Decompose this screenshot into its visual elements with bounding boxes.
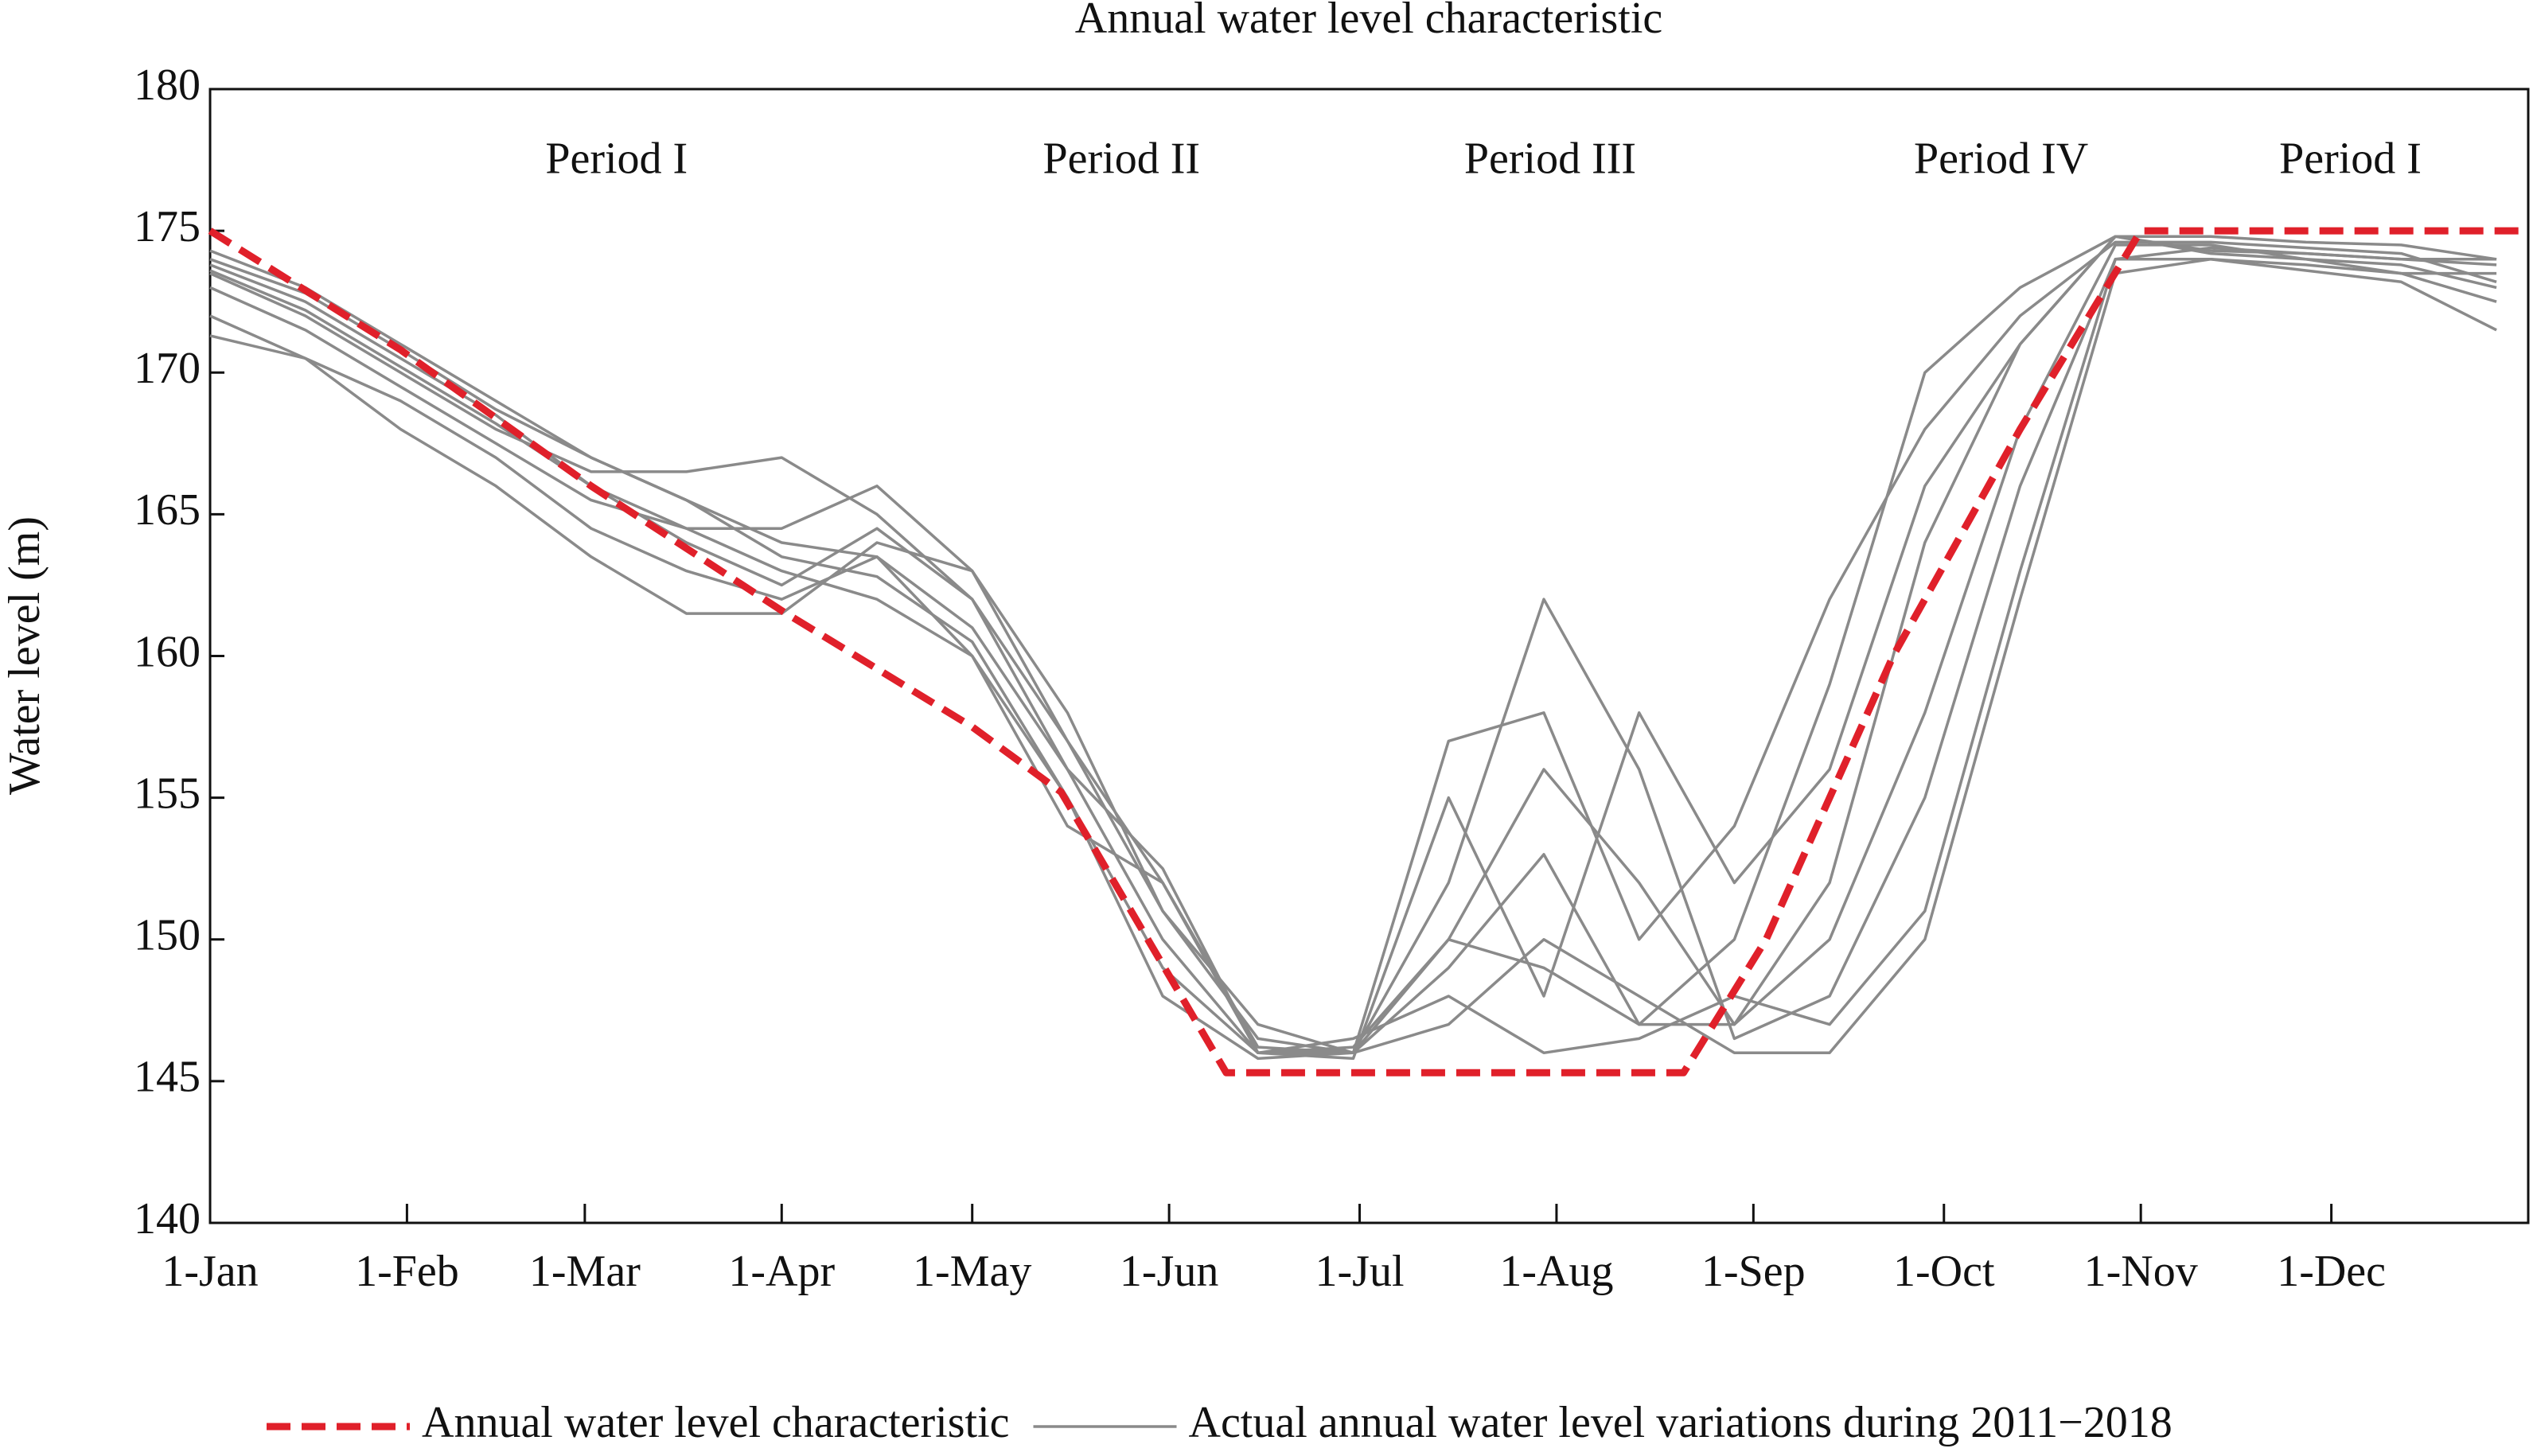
legend-label: Actual annual water level variations dur…: [1189, 1398, 2173, 1447]
x-tick-label: 1-Sep: [1701, 1247, 1806, 1296]
y-tick-label: 155: [134, 769, 201, 818]
x-tick-label: 1-Mar: [529, 1247, 641, 1296]
annotation: Period I: [545, 134, 688, 183]
x-tick-label: 1-Aug: [1499, 1247, 1613, 1296]
x-tick-label: 1-Jul: [1315, 1247, 1405, 1296]
data-line: [209, 235, 2497, 1061]
data-line: [209, 246, 2497, 1055]
chart-title: Annual water level characteristic: [1075, 0, 1663, 43]
x-tick-label: 1-Oct: [1893, 1247, 1995, 1296]
annotation: Period I: [2279, 134, 2422, 183]
x-tick-label: 1-Jun: [1120, 1247, 1218, 1296]
annotation: Period IV: [1914, 134, 2088, 183]
data-line: [208, 227, 2528, 1076]
x-tick-label: 1-May: [913, 1247, 1031, 1296]
data-line: [209, 240, 2497, 1055]
data-line: [209, 258, 2497, 1055]
y-tick-label: 170: [134, 344, 201, 393]
data-line: [209, 235, 2497, 1055]
annotation: Period III: [1464, 134, 1636, 183]
y-tick-label: 160: [134, 627, 201, 676]
y-tick-label: 175: [134, 202, 201, 251]
y-axis-label: Water level (m): [0, 516, 49, 795]
x-tick-label: 1-Feb: [355, 1247, 459, 1296]
x-tick-label: 1-Jan: [162, 1247, 258, 1296]
y-tick-label: 145: [134, 1053, 201, 1102]
y-tick-label: 180: [134, 60, 201, 110]
y-tick-label: 150: [134, 911, 201, 960]
data-line: [209, 235, 2497, 1061]
data-line: [209, 243, 2497, 1055]
data-line: [209, 258, 2497, 1055]
x-tick-label: 1-Dec: [2277, 1247, 2386, 1296]
y-tick-label: 140: [134, 1194, 201, 1244]
legend-label: Annual water level characteristic: [422, 1398, 1010, 1447]
x-tick-label: 1-Apr: [728, 1247, 835, 1296]
y-tick-label: 165: [134, 485, 201, 535]
x-tick-label: 1-Nov: [2084, 1247, 2198, 1296]
annotation: Period II: [1042, 134, 1200, 183]
